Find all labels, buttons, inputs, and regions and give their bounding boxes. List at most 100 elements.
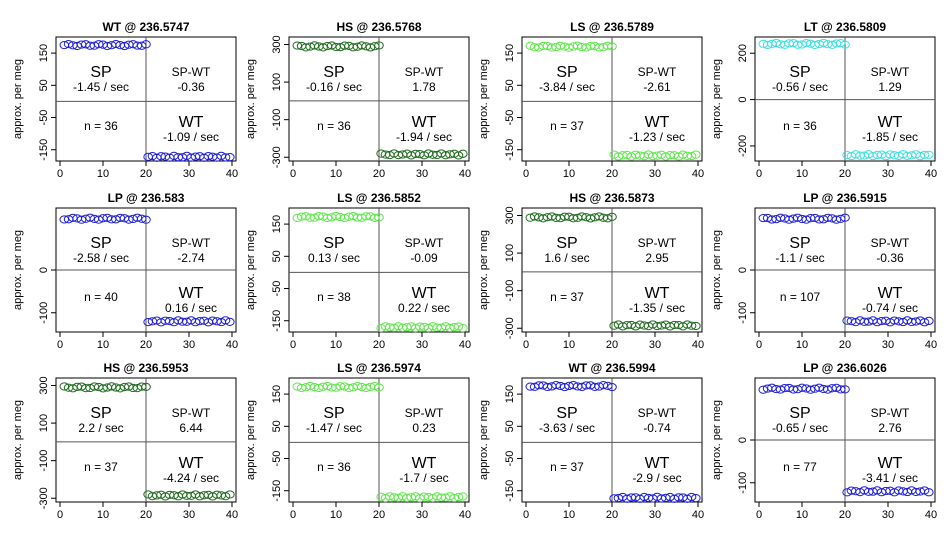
y-tick-label: 300 xyxy=(38,376,50,394)
y-axis-label: approx. per meg xyxy=(478,230,490,310)
x-tick-label: 40 xyxy=(226,509,238,521)
y-axis-label: approx. per meg xyxy=(711,230,723,310)
sp-data-point xyxy=(758,385,769,394)
sp-label: SP xyxy=(789,64,810,81)
y-tick-label: -50 xyxy=(504,451,516,467)
x-tick-label: 20 xyxy=(839,509,851,521)
sp-label: SP xyxy=(556,405,577,422)
sp-rate: -1.1 / sec xyxy=(775,251,824,265)
panel-title: WT @ 236.5994 xyxy=(568,361,655,375)
y-tick-label: -100 xyxy=(737,302,749,324)
sp-data-point xyxy=(111,39,121,49)
y-tick-label: -100 xyxy=(271,109,283,131)
spwt-value: 2.95 xyxy=(645,251,669,265)
x-tick-label: 10 xyxy=(796,168,808,180)
y-tick-label: -50 xyxy=(504,110,516,126)
spwt-label: SP-WT xyxy=(638,406,677,420)
sp-data-point xyxy=(361,383,371,393)
x-tick-label: 40 xyxy=(925,168,937,180)
sp-data-point xyxy=(136,41,147,50)
wt-data-point xyxy=(924,150,934,159)
sp-rate: -2.58 / sec xyxy=(73,251,129,265)
y-axis-label: approx. per meg xyxy=(478,400,490,480)
panel-title: HS @ 236.5768 xyxy=(336,20,421,34)
x-tick-label: 30 xyxy=(183,168,195,180)
x-tick-label: 40 xyxy=(692,509,704,521)
sp-data-point xyxy=(564,43,574,52)
n-count: n = 36 xyxy=(317,460,351,474)
panel-7: HS @ 236.5873 approx. per meg 0 10 20 30 40 300… xyxy=(478,191,704,351)
x-tick-label: 40 xyxy=(459,339,471,351)
panel-title: HS @ 236.5953 xyxy=(103,361,188,375)
wt-label: WT xyxy=(878,114,903,131)
wt-data-point xyxy=(453,151,464,160)
sp-data-point xyxy=(551,380,561,390)
wt-rate: -0.74 / sec xyxy=(862,301,918,315)
wt-data-point xyxy=(924,488,934,497)
panel-11: WT @ 236.5994 approx. per meg 0 10 20 30 40 150… xyxy=(478,361,704,521)
spwt-value: -0.74 xyxy=(643,421,671,435)
panel-5: LP @ 236.583 approx. per meg 0 10 20 30 40 0 -10… xyxy=(12,191,238,351)
panel-1: WT @ 236.5747 approx. per meg 0 10 20 30 40 150… xyxy=(12,20,238,180)
sp-data-point xyxy=(132,213,143,222)
y-tick-label: -150 xyxy=(38,139,50,161)
y-tick-label: -200 xyxy=(737,135,749,157)
sp-data-point xyxy=(331,211,341,221)
spwt-value: 1.78 xyxy=(412,80,436,94)
x-tick-label: 10 xyxy=(796,339,808,351)
spwt-value: 0.23 xyxy=(412,421,436,435)
y-tick-label: 200 xyxy=(737,44,749,62)
sp-data-point xyxy=(784,215,794,224)
x-tick-label: 40 xyxy=(459,509,471,521)
sp-data-point xyxy=(814,383,825,392)
spwt-label: SP-WT xyxy=(172,406,211,420)
wt-data-point xyxy=(924,316,934,325)
y-axis-label: approx. per meg xyxy=(711,59,723,139)
x-tick-label: 20 xyxy=(140,339,152,351)
panel-title: LP @ 236.5915 xyxy=(803,191,887,205)
sp-rate: 1.6 / sec xyxy=(544,251,589,265)
n-count: n = 37 xyxy=(84,460,118,474)
y-tick-label: 50 xyxy=(504,420,516,432)
panel-title: WT @ 236.5747 xyxy=(102,20,189,34)
sp-label: SP xyxy=(90,405,111,422)
spwt-value: 6.44 xyxy=(179,421,203,435)
sp-data-point xyxy=(538,214,549,223)
wt-label: WT xyxy=(179,285,204,302)
sp-data-point xyxy=(63,39,74,49)
sp-data-point xyxy=(577,212,587,221)
x-tick-label: 0 xyxy=(756,168,762,180)
sp-data-point xyxy=(141,215,151,224)
y-tick-label: -50 xyxy=(271,451,283,467)
y-tick-label: 0 xyxy=(737,267,749,273)
sp-data-point xyxy=(309,41,320,50)
y-tick-label: -300 xyxy=(38,487,50,509)
y-axis-label: approx. per meg xyxy=(478,59,490,139)
sp-data-point xyxy=(835,39,846,48)
x-tick-label: 20 xyxy=(839,168,851,180)
x-tick-label: 20 xyxy=(606,339,618,351)
x-tick-label: 20 xyxy=(839,339,851,351)
sp-data-point xyxy=(322,213,333,223)
wt-data-point xyxy=(919,150,930,159)
panel-title: LT @ 236.5809 xyxy=(804,20,887,34)
panel-title: LS @ 236.5789 xyxy=(570,20,654,34)
spwt-value: -0.09 xyxy=(410,251,438,265)
sp-data-point xyxy=(141,382,151,391)
panel-4: LT @ 236.5809 approx. per meg 0 10 20 30 40 200… xyxy=(711,20,937,180)
wt-label: WT xyxy=(179,455,204,472)
sp-data-point xyxy=(792,213,803,222)
y-tick-label: 0 xyxy=(38,267,50,273)
wt-label: WT xyxy=(878,455,903,472)
y-tick-label: -300 xyxy=(504,317,516,339)
sp-rate: -3.84 / sec xyxy=(539,80,595,94)
x-tick-label: 0 xyxy=(523,509,529,521)
spwt-label: SP-WT xyxy=(405,65,444,79)
sp-data-point xyxy=(59,382,70,391)
spwt-label: SP-WT xyxy=(172,236,211,250)
x-tick-label: 40 xyxy=(226,339,238,351)
spwt-label: SP-WT xyxy=(405,406,444,420)
x-tick-label: 40 xyxy=(692,168,704,180)
y-tick-label: -100 xyxy=(38,302,50,324)
sp-data-point xyxy=(136,214,147,223)
